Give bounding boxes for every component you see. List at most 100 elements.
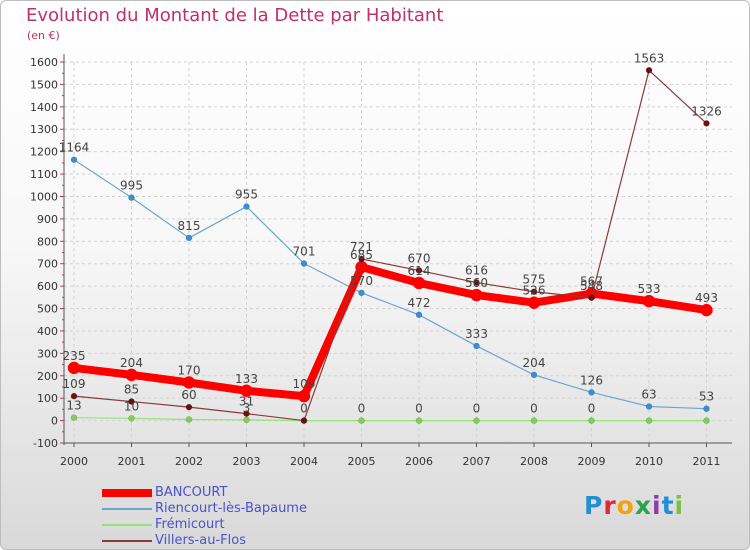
data-point-fremicourt [588, 417, 595, 424]
logo-letter: o [616, 491, 635, 520]
data-label-villers-au-flos: 1563 [634, 51, 665, 65]
chart-title: Evolution du Montant de la Dette par Hab… [26, 5, 444, 26]
logo-letter: t [661, 491, 675, 520]
data-label-riencourt-les-bapaume: 63 [641, 387, 656, 401]
data-point-fremicourt [185, 416, 193, 423]
legend-swatch [102, 489, 152, 497]
y-tick-label: 400 [37, 325, 58, 338]
x-tick-label: 2005 [348, 455, 376, 468]
data-label-villers-au-flos: 1326 [691, 104, 722, 118]
x-tick-label: 2002 [175, 455, 203, 468]
data-label-bancourt: 235 [63, 349, 86, 363]
legend-label: Villers-au-Flos [155, 533, 246, 548]
data-point-villers-au-flos [588, 294, 595, 302]
data-point-fremicourt [703, 417, 710, 424]
y-tick-label: 200 [37, 370, 58, 383]
data-label-riencourt-les-bapaume: 204 [523, 356, 546, 370]
y-tick-label: 1100 [30, 168, 58, 181]
data-label-fremicourt: 0 [415, 402, 423, 416]
x-tick-label: 2003 [233, 455, 261, 468]
y-tick-label: 900 [37, 213, 58, 226]
y-tick-label: 1300 [30, 123, 58, 136]
y-tick-label: 1200 [30, 146, 58, 159]
data-label-villers-au-flos: 616 [465, 264, 488, 278]
data-label-fremicourt: 0 [588, 402, 596, 416]
legend-label: Riencourt-lès-Bapaume [155, 501, 307, 516]
series-line-riencourt-les-bapaume [73, 159, 707, 410]
grid [64, 61, 732, 444]
data-label-fremicourt: 0 [473, 402, 481, 416]
data-point-riencourt-les-bapaume [415, 311, 423, 319]
x-tick-label: 2004 [290, 455, 318, 468]
data-label-villers-au-flos: 670 [408, 251, 431, 265]
data-point-fremicourt [128, 415, 135, 422]
data-label-riencourt-les-bapaume: 126 [580, 373, 603, 387]
y-tick-label: 300 [37, 347, 58, 360]
data-point-fremicourt [415, 417, 423, 424]
series-line-villers-au-flos [73, 69, 707, 422]
data-point-riencourt-les-bapaume [530, 371, 538, 379]
data-point-riencourt-les-bapaume [300, 260, 308, 267]
data-point-riencourt-les-bapaume [70, 156, 78, 163]
data-point-fremicourt [358, 417, 365, 424]
data-label-villers-au-flos: 85 [124, 383, 139, 397]
x-tick-label: 2009 [578, 455, 606, 468]
data-point-fremicourt [243, 416, 250, 424]
x-tick-label: 2011 [693, 455, 721, 468]
data-point-bancourt [642, 294, 656, 308]
data-point-bancourt [470, 288, 483, 302]
data-point-fremicourt [70, 414, 78, 421]
y-tick-label: 1000 [30, 190, 58, 203]
data-point-fremicourt [530, 417, 538, 424]
x-tick-label: 2007 [463, 455, 491, 468]
y-tick-label: 500 [37, 303, 58, 316]
y-tick-label: 1600 [30, 56, 58, 69]
data-label-bancourt: 567 [580, 275, 603, 289]
series-line-fremicourt [73, 417, 707, 422]
data-label-bancourt: 170 [178, 363, 201, 377]
data-point-bancourt [182, 376, 196, 389]
data-label-riencourt-les-bapaume: 333 [465, 327, 488, 341]
data-point-bancourt [527, 296, 541, 309]
data-label-riencourt-les-bapaume: 815 [178, 219, 201, 233]
data-point-riencourt-les-bapaume [185, 234, 193, 242]
data-point-riencourt-les-bapaume [128, 194, 135, 201]
data-point-villers-au-flos [185, 403, 193, 411]
y-tick-label: 600 [37, 280, 58, 293]
data-label-fremicourt: 0 [300, 402, 308, 416]
data-point-bancourt [125, 368, 138, 382]
series [67, 67, 713, 424]
data-label-villers-au-flos: 109 [63, 377, 86, 391]
data-label-fremicourt: 0 [358, 402, 366, 416]
data-label-fremicourt: 10 [124, 399, 139, 413]
data-label-riencourt-les-bapaume: 472 [408, 296, 431, 310]
data-label-riencourt-les-bapaume: 53 [699, 390, 714, 404]
data-label-riencourt-les-bapaume: 995 [120, 179, 143, 193]
data-label-riencourt-les-bapaume: 1164 [59, 141, 90, 155]
data-point-villers-au-flos [645, 67, 653, 74]
legend-swatch [102, 508, 152, 510]
logo-letter: i [674, 491, 685, 520]
data-point-bancourt [297, 389, 311, 403]
data-point-bancourt [240, 384, 253, 398]
data-point-villers-au-flos [128, 398, 135, 405]
data-point-villers-au-flos [243, 410, 250, 417]
data-label-bancourt: 109 [293, 377, 316, 391]
legend-label: Frémicourt [155, 517, 225, 532]
data-label-bancourt: 685 [350, 248, 373, 262]
axes: -100010020030040050060070080090010001100… [30, 54, 732, 468]
data-label-villers-au-flos: 721 [350, 240, 373, 254]
data-point-villers-au-flos [703, 120, 710, 127]
data-point-villers-au-flos [70, 392, 78, 400]
data-point-fremicourt [645, 417, 653, 424]
y-tick-label: 700 [37, 258, 58, 271]
data-label-villers-au-flos: 575 [523, 273, 546, 287]
logo-letter: i [652, 491, 662, 520]
data-label-bancourt: 493 [695, 291, 718, 305]
data-point-villers-au-flos [530, 288, 538, 295]
logo-letter: P [584, 491, 604, 520]
data-label-fremicourt: 3 [243, 401, 251, 415]
y-tick-label: 1500 [30, 78, 58, 91]
legend-swatch [102, 524, 152, 526]
